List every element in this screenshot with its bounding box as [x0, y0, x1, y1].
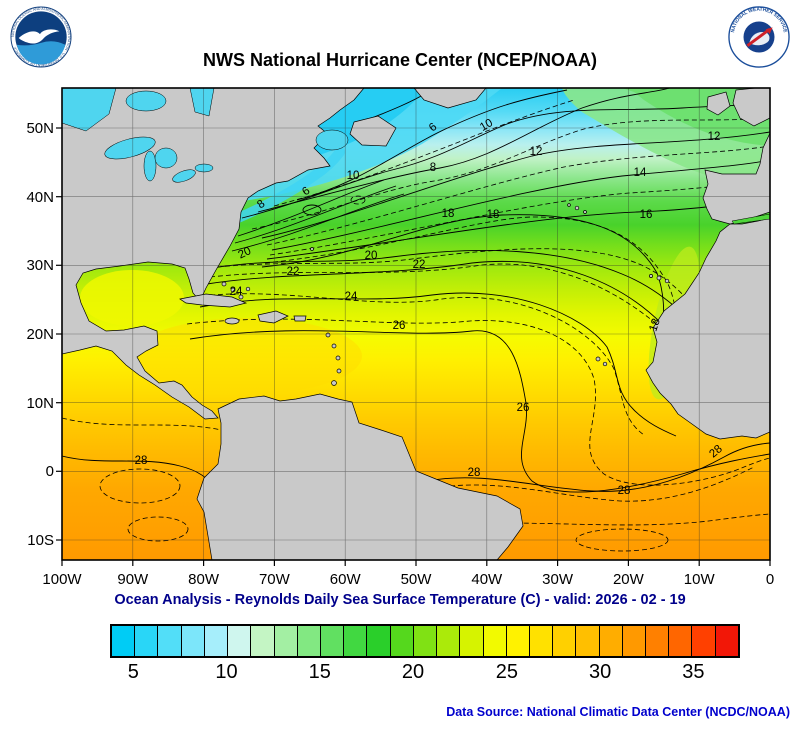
contour-label: 28	[135, 455, 148, 467]
uk-land	[732, 88, 770, 127]
lat-label: 20N	[26, 326, 54, 343]
colorbar-cells	[110, 624, 740, 658]
lake-ontario	[194, 163, 214, 173]
lat-label: 10N	[26, 395, 54, 412]
lon-label: 80W	[188, 571, 220, 588]
noaa-gull-icon	[18, 29, 60, 44]
lake-michigan	[143, 150, 157, 182]
land-layer	[62, 88, 770, 560]
grid-layer	[62, 88, 770, 560]
colorbar-tick: 10	[215, 661, 238, 683]
contour-label: 10	[478, 117, 495, 134]
hispaniola-island	[257, 310, 289, 324]
contour-label: 26	[517, 402, 530, 414]
lake-superior	[104, 136, 156, 160]
africa-land	[645, 217, 770, 440]
lat-label: 0	[46, 463, 54, 480]
nws-arrowhead-icon	[765, 27, 773, 35]
lon-label: 50W	[401, 571, 433, 588]
nws-logo: NATIONAL WEATHER SERVICE	[728, 6, 790, 68]
map-plot-area: 6 10 12 12 8 10 14 6 8 16 18 18 20 20 22…	[56, 87, 771, 566]
lat-label: 10S	[27, 532, 54, 549]
noaa-seal-ocean	[16, 41, 66, 65]
contour-label: 28	[618, 485, 631, 497]
lon-label: 70W	[259, 571, 291, 588]
contour-label: 16	[640, 209, 653, 221]
colorbar: 5 10 15 20 25 30 35	[110, 624, 740, 689]
colorbar-tick: 20	[401, 661, 425, 683]
colorbar-tick: 15	[308, 661, 331, 683]
lon-axis: 100W 90W 80W 70W 60W 50W 40W 30W 20W 10W…	[42, 571, 774, 588]
colorbar-tick: 25	[495, 661, 519, 683]
newfoundland-land	[349, 115, 397, 147]
lon-label: 30W	[542, 571, 574, 588]
contour-label: 12	[708, 131, 721, 143]
data-source: Data Source: National Climatic Data Cent…	[446, 705, 790, 719]
lat-label: 40N	[26, 189, 54, 206]
lon-label: 90W	[117, 571, 149, 588]
lon-label: 10W	[684, 571, 716, 588]
lon-label: 100W	[42, 571, 82, 588]
contour-label: 24	[345, 291, 358, 303]
contour-label: 8	[430, 162, 436, 174]
contour-label: 20	[365, 250, 378, 262]
page-title: NWS National Hurricane Center (NCEP/NOAA…	[202, 50, 598, 70]
lon-label: 60W	[330, 571, 362, 588]
sst-map: 6 10 12 12 8 10 14 6 8 16 18 18 20 20 22…	[26, 87, 774, 588]
contour-label: 22	[413, 259, 426, 271]
south-america-land	[196, 393, 524, 560]
cuba-island	[179, 293, 248, 308]
contour-label: 18	[647, 317, 662, 333]
nws-arrow-icon	[746, 28, 771, 47]
lon-label: 20W	[613, 571, 645, 588]
axis-ticks	[56, 127, 771, 566]
colorbar-tick: 35	[682, 661, 705, 683]
gulf-of-st-lawrence	[315, 129, 349, 151]
small-islands	[221, 203, 670, 386]
lakes-layer	[62, 88, 770, 225]
contour-label: 20	[236, 245, 253, 261]
lake-erie	[172, 169, 196, 183]
jamaica-island	[224, 317, 240, 325]
map-caption: Ocean Analysis - Reynolds Daily Sea Surf…	[114, 592, 686, 608]
lat-axis: 50N 40N 30N 20N 10N 0 10S	[26, 120, 54, 549]
contour-label: 14	[634, 167, 647, 179]
lon-label: 40W	[471, 571, 503, 588]
contour-label: 24	[230, 286, 243, 298]
contour-label: 12	[530, 146, 543, 158]
contour-label: 10	[347, 170, 360, 182]
contour-label: 22	[287, 266, 300, 278]
contour-label: 18	[487, 209, 500, 221]
colorbar-tick: 5	[127, 661, 139, 683]
lon-label: 0	[766, 571, 774, 588]
lake-huron	[154, 147, 178, 169]
contour-label: 28	[468, 467, 481, 479]
north-america-land	[62, 88, 365, 420]
greenland-tip-land	[413, 88, 487, 109]
contour-label: 26	[393, 320, 406, 332]
contour-label: 18	[442, 208, 455, 220]
ireland-land	[706, 91, 731, 116]
puerto-rico-island	[293, 315, 307, 322]
mediterranean-strip	[731, 213, 770, 225]
noaa-logo: NATIONAL OCEANIC AND ATMOSPHERIC ADMINIS…	[10, 6, 72, 68]
colorbar-tick: 30	[589, 661, 612, 683]
lat-label: 50N	[26, 120, 54, 137]
lat-label: 30N	[26, 257, 54, 274]
contour-labels: 6 10 12 12 8 10 14 6 8 16 18 18 20 20 22…	[135, 117, 725, 497]
contour-layer	[62, 88, 770, 552]
colorbar-ticks: 5 10 15 20 25 30 35	[110, 661, 740, 689]
